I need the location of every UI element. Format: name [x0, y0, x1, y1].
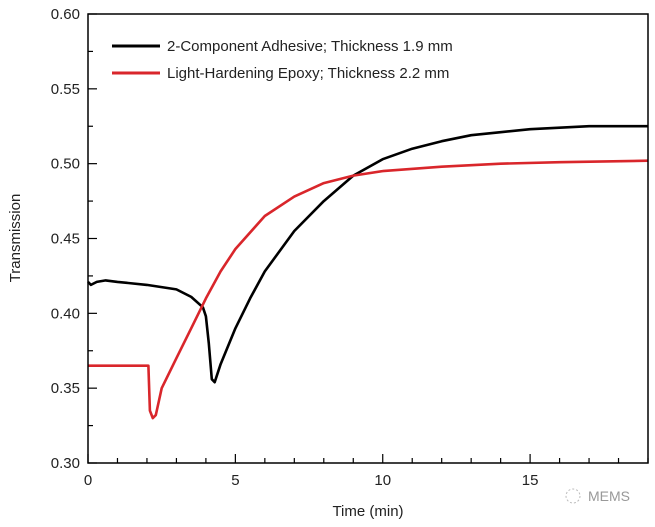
plot-frame: [87, 13, 649, 464]
y-tick-label: 0.60: [51, 6, 80, 23]
x-axis-label: Time (min): [332, 503, 403, 520]
y-tick-label: 0.50: [51, 156, 80, 173]
legend-label-0: 2-Component Adhesive; Thickness 1.9 mm: [167, 38, 453, 55]
x-tick-label: 5: [231, 472, 239, 489]
y-tick-label: 0.45: [51, 231, 80, 248]
legend-label-1: Light-Hardening Epoxy; Thickness 2.2 mm: [167, 65, 449, 82]
x-tick-label: 15: [522, 472, 539, 489]
x-tick-label: 10: [374, 472, 391, 489]
watermark: MEMS: [565, 488, 630, 504]
series-line-0: [87, 124, 648, 384]
y-tick-label: 0.35: [51, 380, 80, 397]
y-tick-label: 0.30: [51, 455, 80, 472]
y-tick-label: 0.40: [51, 305, 80, 322]
y-tick-label: 0.55: [51, 81, 80, 98]
y-axis-label: Transmission: [7, 194, 24, 283]
legend: 2-Component Adhesive; Thickness 1.9 mm Li…: [112, 38, 453, 82]
wechat-icon: [565, 488, 581, 504]
series-line-1: [88, 159, 649, 420]
x-tick-label: 0: [84, 472, 92, 489]
watermark-text: MEMS: [588, 488, 630, 504]
